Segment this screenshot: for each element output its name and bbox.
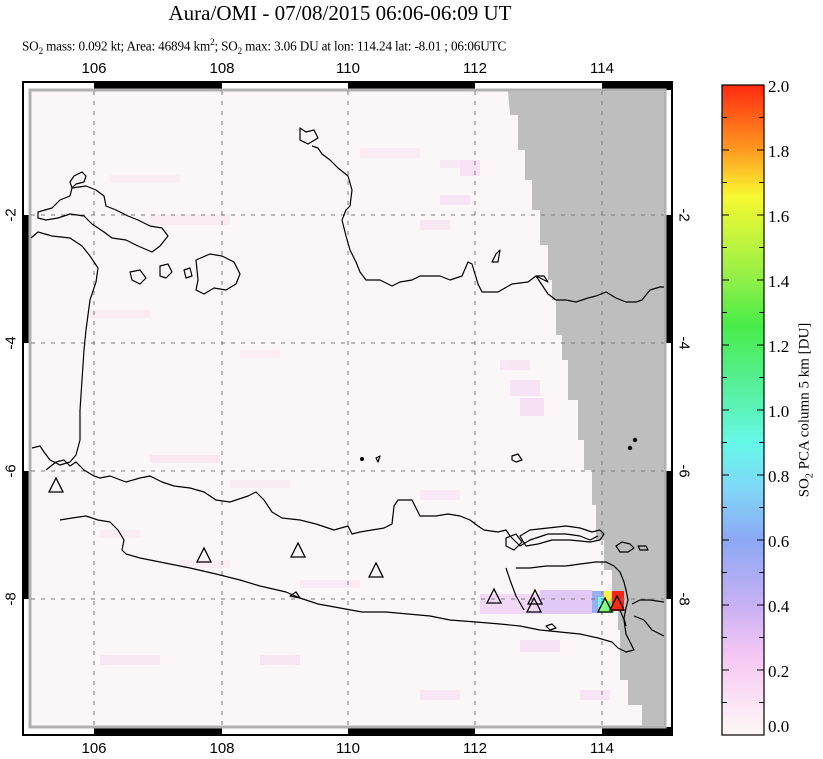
colorbar-label-0.6: 0.6 — [768, 532, 790, 551]
volcano-icon-red — [608, 594, 626, 611]
volcano-icon — [289, 541, 307, 558]
colorbar-title-sub: 2 — [804, 473, 816, 479]
so2-max-text: max: 3.06 DU at lon: 114.24 lat: -8.01 ;… — [242, 38, 507, 54]
volcano-markers — [47, 476, 626, 613]
map-subtitle: SO2 mass: 0.092 kt; Area: 46894 km2; SO2… — [22, 37, 506, 56]
so2-label-2: ; SO — [214, 38, 238, 54]
x-tick-bottom-110: 110 — [336, 740, 360, 757]
x-tick-top-106: 106 — [81, 60, 107, 77]
x-tick-top-108: 108 — [209, 60, 235, 77]
volcano-icon — [525, 596, 543, 613]
colorbar-title-so: SO — [796, 478, 813, 498]
volcano-icon-green — [596, 596, 614, 613]
colorbar-title-rest: PCA column 5 km [DU] — [796, 322, 813, 474]
axis-bars — [24, 83, 671, 734]
colorbar-label-1.2: 1.2 — [768, 337, 790, 356]
volcano-icon — [47, 476, 65, 493]
volcano-icon — [367, 561, 385, 578]
so2-label: SO — [22, 38, 39, 54]
colorbar-label-1.8: 1.8 — [768, 142, 790, 161]
colorbar-ticks — [722, 117, 764, 703]
so2-subscript-2: 2 — [237, 46, 243, 57]
x-tick-top-110: 110 — [336, 60, 360, 77]
volcano-icon — [526, 588, 544, 605]
x-tick-bottom-108: 108 — [209, 740, 235, 757]
so2-background-noise — [90, 148, 610, 700]
x-tick-top-112: 112 — [463, 60, 487, 77]
x-tick-bottom-106: 106 — [81, 740, 107, 757]
colorbar-label-2.0: 2.0 — [768, 77, 790, 96]
colorbar-label-0.8: 0.8 — [768, 467, 790, 486]
mass-area-text: mass: 0.092 kt; Area: 46894 km — [42, 38, 211, 54]
colorbar-label-1.4: 1.4 — [768, 272, 790, 291]
colorbar-label-0.0: 0.0 — [768, 717, 790, 736]
volcano-icon — [485, 587, 503, 604]
colorbar-title: SO2 PCA column 5 km [DU] — [797, 323, 816, 498]
x-tick-bottom-112: 112 — [463, 740, 487, 757]
map-title: Aura/OMI - 07/08/2015 06:06-06:09 UT — [168, 1, 512, 25]
coastlines — [30, 127, 665, 653]
colorbar-label-0.2: 0.2 — [768, 662, 790, 681]
colorbar-label-1.0: 1.0 — [768, 402, 790, 421]
area-superscript: 2 — [210, 37, 215, 47]
no-data-region — [508, 91, 664, 726]
so2-subscript: 2 — [38, 46, 44, 57]
volcano-icon — [195, 546, 213, 563]
colorbar-label-0.4: 0.4 — [768, 597, 790, 616]
x-tick-bottom-114: 114 — [590, 740, 614, 757]
x-tick-top-114: 114 — [590, 60, 614, 77]
colorbar-label-1.6: 1.6 — [768, 207, 790, 226]
